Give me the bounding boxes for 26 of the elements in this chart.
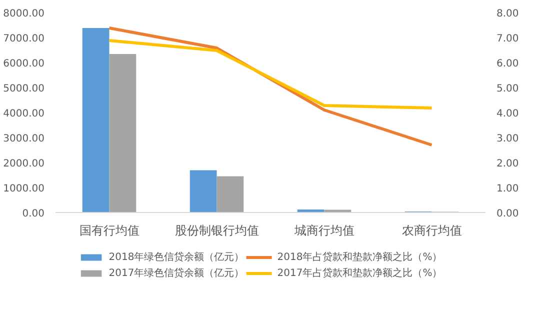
y-tick-label: 4000.00: [3, 108, 45, 120]
legend-label: 2017年占贷款和垫款净额之比（%）: [277, 266, 442, 280]
y2-tick-label: 4.00: [496, 108, 519, 120]
y2-tick-label: 5.00: [496, 84, 519, 94]
x-tick-label: 农商行均值: [402, 224, 462, 238]
legend-label: 2018年占贷款和垫款净额之比（%）: [277, 250, 442, 264]
legend-label: 2017年绿色信贷余额（亿元）: [108, 266, 244, 280]
y-tick-label: 3000.00: [3, 134, 45, 144]
x-tick-label: 国有行均值: [79, 224, 140, 238]
y2-tick-label: 3.00: [496, 134, 519, 144]
y2-tick-label: 8.00: [496, 8, 519, 20]
y2-tick-label: 2.00: [496, 158, 519, 170]
x-tick-label: 股份制银行均值: [174, 224, 259, 238]
y-tick-label: 2000.00: [3, 158, 45, 170]
y2-tick-label: 6.00: [496, 58, 519, 70]
y-tick-label: 1000.00: [3, 184, 45, 194]
legend-label: 2018年绿色信贷余额（亿元）: [108, 250, 244, 264]
y-tick-label: 7000.00: [3, 34, 45, 44]
y-tick-label: 8000.00: [3, 8, 45, 20]
y-tick-label: 0.00: [22, 208, 44, 220]
y2-tick-label: 0.00: [496, 208, 519, 220]
y-tick-label: 6000.00: [3, 58, 45, 70]
y2-tick-label: 7.00: [496, 34, 519, 44]
y2-tick-label: 1.00: [496, 184, 519, 194]
y-tick-label: 5000.00: [3, 84, 45, 94]
x-tick-label: 城商行均值: [293, 224, 354, 238]
